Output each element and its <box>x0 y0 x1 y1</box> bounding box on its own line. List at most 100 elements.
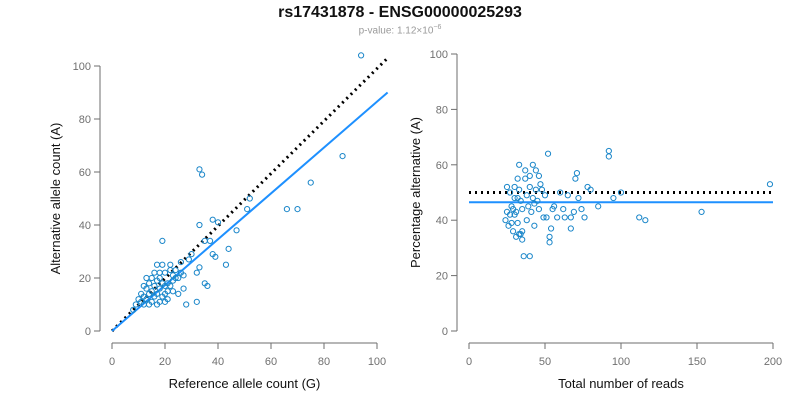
data-point <box>143 274 150 282</box>
x-tick-label: 0 <box>466 356 472 368</box>
data-point <box>610 194 617 202</box>
x-tick-label: 40 <box>212 356 224 368</box>
y-tick-label: 0 <box>442 326 448 338</box>
data-point <box>514 194 521 202</box>
data-point <box>546 239 553 246</box>
data-point <box>209 251 216 258</box>
data-point <box>222 261 230 268</box>
data-point <box>156 269 163 276</box>
p-value-subtitle: p-value: 1.12×10−6 <box>0 24 800 36</box>
data-point <box>511 183 518 191</box>
data-point <box>151 282 158 290</box>
data-point <box>514 175 521 182</box>
data-point <box>185 256 192 263</box>
data-point <box>522 167 529 174</box>
data-point <box>532 167 539 174</box>
data-point <box>523 192 530 199</box>
data-point <box>642 217 649 224</box>
data-point <box>169 288 177 295</box>
y-tick-label: 80 <box>436 104 448 116</box>
data-point <box>561 214 568 221</box>
data-point <box>572 175 579 182</box>
data-point <box>508 203 515 210</box>
p-value-text: p-value: 1.12×10 <box>358 25 434 37</box>
data-point <box>233 227 240 234</box>
data-point <box>167 266 174 274</box>
data-point <box>544 150 552 157</box>
data-point <box>564 192 571 199</box>
y-tick-label: 0 <box>85 326 91 338</box>
y-axis-label: Percentage alternative (A) <box>408 117 423 268</box>
data-point <box>177 259 184 266</box>
data-point <box>201 237 208 244</box>
data-point <box>206 237 214 244</box>
data-point <box>138 290 145 297</box>
data-point <box>698 208 705 215</box>
y-tick-label: 60 <box>436 160 448 172</box>
data-point <box>522 175 529 182</box>
data-point <box>214 219 222 226</box>
data-point <box>540 214 547 221</box>
data-point <box>535 172 543 179</box>
data-point <box>560 206 567 213</box>
x-tick-label: 50 <box>539 356 551 368</box>
y-tick-label: 60 <box>79 167 91 179</box>
data-point <box>130 306 137 313</box>
data-point <box>573 170 581 177</box>
data-point <box>183 301 190 308</box>
data-point <box>605 153 612 160</box>
data-point <box>636 214 643 221</box>
x-tick-label: 100 <box>368 356 386 368</box>
data-point <box>180 272 187 279</box>
data-point <box>172 266 179 274</box>
data-point <box>196 264 203 271</box>
y-tick-label: 20 <box>436 271 448 283</box>
data-point <box>605 147 612 155</box>
data-point <box>595 203 602 210</box>
data-point <box>199 171 206 178</box>
data-point <box>225 245 232 252</box>
data-point <box>509 228 517 235</box>
x-axis-label: Reference allele count (G) <box>169 376 321 391</box>
y-tick-label: 40 <box>79 220 91 232</box>
data-point <box>339 153 346 160</box>
data-point <box>523 217 530 224</box>
data-point <box>567 214 574 221</box>
allele-count-plot: 0 20 40 60 80 100 0 20 40 60 80 100 Reference allele… <box>48 52 389 391</box>
x-tick-label: 80 <box>318 356 330 368</box>
data-point <box>358 52 365 59</box>
reference-line <box>110 56 389 333</box>
data-point <box>172 274 179 282</box>
x-tick-label: 20 <box>159 356 171 368</box>
data-point <box>505 222 512 229</box>
data-point <box>543 214 550 221</box>
data-point <box>511 194 518 202</box>
data-point <box>531 222 538 229</box>
data-point <box>519 236 526 243</box>
data-point <box>581 214 588 221</box>
data-point <box>196 166 203 173</box>
x-tick-label: 0 <box>109 356 115 368</box>
data-point <box>307 179 314 186</box>
data-point <box>532 186 539 193</box>
data-point <box>283 206 290 213</box>
data-point <box>528 208 535 215</box>
data-point <box>519 206 526 213</box>
data-point <box>578 206 585 213</box>
y-tick-label: 100 <box>430 49 448 61</box>
data-point <box>153 301 161 308</box>
data-point <box>570 208 577 215</box>
data-point <box>151 269 158 276</box>
chart-title: rs17431878 - ENSG00000025293 <box>278 4 522 21</box>
data-point <box>193 269 200 276</box>
data-point <box>209 216 216 223</box>
data-point <box>526 172 533 179</box>
percentage-alternative-plot: 0 20 40 60 80 100 0 50 100 150 200 Total number of … <box>408 49 782 391</box>
data-point <box>502 217 509 224</box>
data-point <box>513 233 520 240</box>
x-tick-label: 60 <box>265 356 277 368</box>
data-point <box>546 233 553 240</box>
data-point <box>541 192 549 199</box>
data-point <box>132 301 139 308</box>
